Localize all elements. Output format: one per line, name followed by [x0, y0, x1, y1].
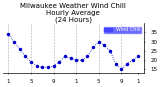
Title: Milwaukee Weather Wind Chill
Hourly Average
(24 Hours): Milwaukee Weather Wind Chill Hourly Aver…	[20, 3, 126, 23]
Legend: Wind Chill: Wind Chill	[103, 26, 142, 34]
